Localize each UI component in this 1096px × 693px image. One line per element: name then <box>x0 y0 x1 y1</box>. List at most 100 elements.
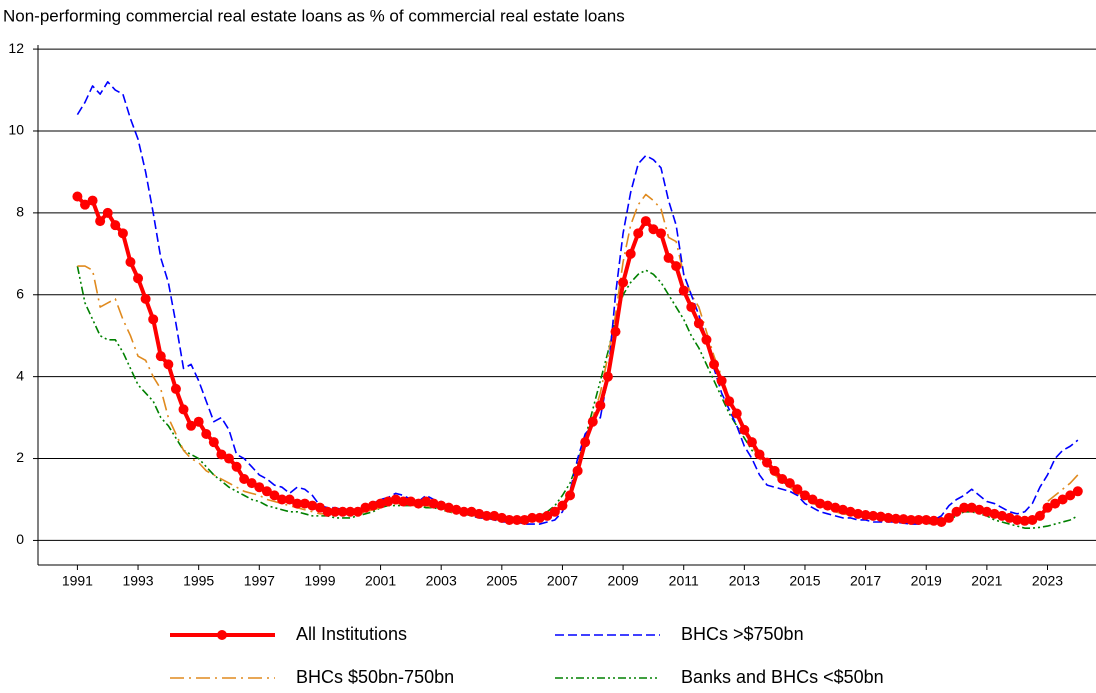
data-point <box>95 216 106 227</box>
data-point <box>178 404 189 415</box>
data-point <box>352 506 363 517</box>
data-point <box>671 261 682 272</box>
legend-marker <box>217 630 227 640</box>
data-point <box>110 220 121 231</box>
data-point <box>345 506 356 517</box>
data-point <box>375 498 386 509</box>
legend-text: All Institutions <box>296 624 407 644</box>
data-point <box>648 224 659 235</box>
data-point <box>496 512 507 523</box>
data-point <box>133 273 144 284</box>
data-point <box>398 496 409 507</box>
data-point <box>731 408 742 419</box>
data-point <box>330 506 341 517</box>
data-point <box>216 449 227 460</box>
data-point <box>868 510 879 521</box>
data-point <box>443 502 454 513</box>
data-point <box>72 191 83 202</box>
data-point <box>511 514 522 525</box>
data-point <box>951 506 962 517</box>
data-point <box>807 494 818 505</box>
data-point <box>314 502 325 513</box>
legend-text: Banks and BHCs <$50bn <box>681 667 884 687</box>
data-point <box>519 514 530 525</box>
data-point <box>754 449 765 460</box>
y-tick-label: 10 <box>8 122 24 138</box>
data-point <box>421 496 432 507</box>
legend-text: BHCs $50bn-750bn <box>296 667 454 687</box>
data-point <box>709 359 720 370</box>
data-point <box>1019 515 1030 526</box>
data-point <box>557 500 568 511</box>
data-point <box>784 478 795 489</box>
data-point <box>307 500 318 511</box>
data-point <box>170 383 181 394</box>
data-point <box>208 437 219 448</box>
data-point <box>1027 514 1038 525</box>
data-point <box>223 453 234 464</box>
data-point <box>640 216 651 227</box>
data-point <box>921 514 932 525</box>
data-point <box>117 228 128 239</box>
x-tick-label: 2009 <box>608 573 639 589</box>
data-point <box>148 314 159 325</box>
data-point <box>481 510 492 521</box>
x-tick-label: 2007 <box>547 573 578 589</box>
data-point <box>837 504 848 515</box>
data-point <box>474 508 485 519</box>
data-point <box>655 228 666 239</box>
data-point <box>186 420 197 431</box>
data-point <box>686 302 697 313</box>
data-point <box>163 359 174 370</box>
data-point <box>299 498 310 509</box>
data-point <box>739 424 750 435</box>
data-point <box>701 334 712 345</box>
data-point <box>693 318 704 329</box>
data-point <box>716 375 727 386</box>
data-point <box>360 502 371 513</box>
data-point <box>1034 510 1045 521</box>
data-point <box>792 484 803 495</box>
x-tick-label: 2001 <box>365 573 396 589</box>
x-tick-label: 2011 <box>669 573 699 589</box>
data-point <box>799 490 810 501</box>
data-point <box>292 498 303 509</box>
data-point <box>527 512 538 523</box>
data-point <box>239 474 250 485</box>
data-point <box>140 293 151 304</box>
x-tick-label: 1995 <box>183 573 214 589</box>
data-point <box>337 506 348 517</box>
data-point <box>875 511 886 522</box>
data-point <box>959 502 970 513</box>
data-point <box>815 498 826 509</box>
data-point <box>322 506 333 517</box>
x-tick-label: 2017 <box>850 573 881 589</box>
x-tick-label: 1997 <box>244 573 275 589</box>
data-point <box>822 500 833 511</box>
data-point <box>966 502 977 513</box>
legend-text: BHCs >$750bn <box>681 624 804 644</box>
x-tick-label: 2013 <box>729 573 760 589</box>
x-tick-label: 1991 <box>62 573 93 589</box>
data-point <box>436 500 447 511</box>
y-tick-label: 12 <box>8 40 24 56</box>
data-point <box>193 416 204 427</box>
data-point <box>724 396 735 407</box>
data-point <box>451 504 462 515</box>
x-tick-label: 2003 <box>426 573 457 589</box>
data-point <box>201 428 212 439</box>
data-point <box>936 517 947 528</box>
data-point <box>79 199 90 210</box>
data-point <box>1050 498 1061 509</box>
data-point <box>549 506 560 517</box>
data-point <box>466 506 477 517</box>
series-line <box>76 81 1079 525</box>
series-line <box>76 265 1079 529</box>
data-point <box>1042 502 1053 513</box>
data-point <box>284 494 295 505</box>
data-point <box>87 195 98 206</box>
data-point <box>890 513 901 524</box>
data-point <box>572 465 583 476</box>
x-tick-label: 1993 <box>122 573 153 589</box>
data-point <box>489 510 500 521</box>
